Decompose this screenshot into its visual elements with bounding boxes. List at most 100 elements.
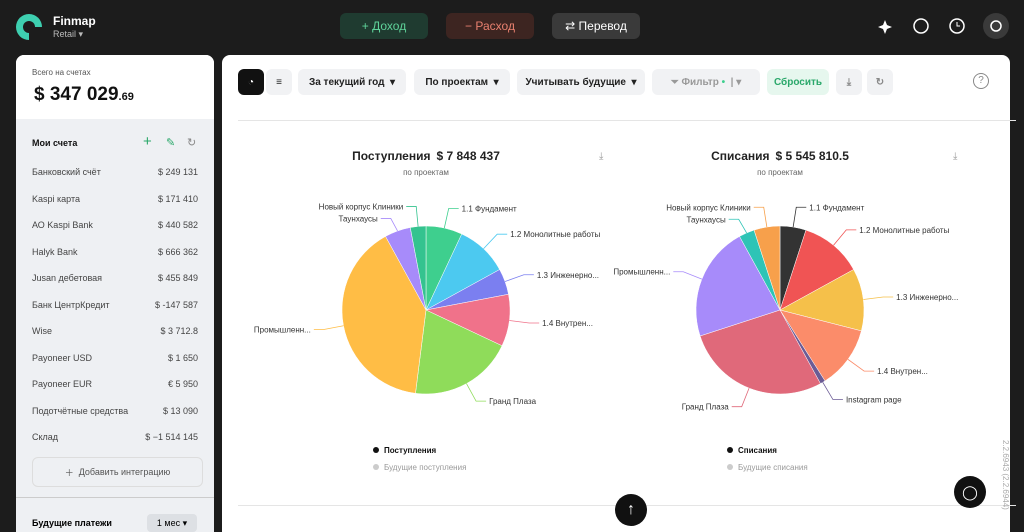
slice-label: Таунхаусы <box>339 214 378 223</box>
divider <box>16 497 214 498</box>
account-balance: $ 171 410 <box>157 193 198 204</box>
slice-label: Таунхаусы <box>686 215 725 224</box>
account-balance: $ -147 587 <box>154 299 198 310</box>
legend-dot <box>727 447 733 453</box>
divider <box>238 120 1016 121</box>
legend-dot <box>373 464 379 470</box>
download[interactable]: ⤓ <box>953 151 958 162</box>
account-row[interactable]: Склад $ −1 514 145 <box>32 432 198 442</box>
export[interactable]: ⤓ <box>836 69 862 95</box>
slice-label: 1.2 Монолитные работы <box>510 230 600 239</box>
header-icons <box>878 13 1009 39</box>
slice-label: 1.4 Внутрен... <box>877 367 928 376</box>
account-name: АО Kaspi Bank <box>32 220 93 230</box>
currency: $ <box>34 84 45 105</box>
account-row[interactable]: Jusan дебетовая $ 455 849 <box>32 273 198 283</box>
account-balance: $ 3 712.8 <box>160 326 198 336</box>
leader-line <box>673 271 703 280</box>
leader-line <box>313 325 344 330</box>
slice-label: 1.4 Внутрен... <box>542 319 593 328</box>
leader-line <box>504 274 534 282</box>
account-balance: $ 666 362 <box>157 246 198 257</box>
total: $ 7 848 437 <box>436 149 500 163</box>
version: 2.2.6943 (2.2.6944) <box>1001 440 1010 510</box>
slice-label: Гранд Плаза <box>489 397 537 406</box>
reload[interactable]: ↻ <box>867 69 893 95</box>
balance-card <box>16 55 214 119</box>
account-name: Payoneer EUR <box>32 379 93 389</box>
period-filter[interactable]: За текущий год ▾ <box>298 69 406 95</box>
chart-subtitle: по проектам <box>403 168 449 177</box>
filter[interactable]: ⏷ Фильтр • | ▾ <box>652 69 760 95</box>
total: $ 5 545 810.5 <box>776 149 850 163</box>
slice-label: Промышленн... <box>254 325 311 334</box>
account-row[interactable]: Payoneer USD $ 1 650 <box>32 353 198 363</box>
legend-label[interactable]: Будущие поступления <box>384 463 466 472</box>
account-name: Банк ЦентрКредит <box>32 299 110 310</box>
account-row[interactable]: АО Kaspi Bank $ 440 582 <box>32 220 198 230</box>
period-select[interactable]: 1 мес ▾ <box>147 514 197 532</box>
account-row[interactable]: Wise $ 3 712.8 <box>32 326 198 336</box>
brand: Finmap <box>53 14 96 28</box>
leader-line <box>833 229 857 246</box>
chart-title: Поступления $ 7 848 437 <box>352 149 500 163</box>
pie-slice <box>779 229 854 311</box>
download[interactable]: ⤓ <box>599 151 604 162</box>
account-balance: $ 249 131 <box>157 167 198 177</box>
account-name: Jusan дебетовая <box>32 273 103 283</box>
account-balance: $ −1 514 145 <box>145 432 198 442</box>
charts: Поступления $ 7 848 437 по проектам ⤓ 1.1 Фу… <box>254 149 958 472</box>
legend-label[interactable]: Поступления <box>384 446 437 455</box>
cents: .69 <box>118 91 134 103</box>
account-row[interactable]: Payoneer EUR € 5 950 <box>32 379 198 389</box>
account-row[interactable]: Halyk Bank $ 666 362 <box>32 247 198 257</box>
plan[interactable]: Retail ▾ <box>53 29 84 39</box>
leader-line <box>731 387 750 408</box>
refresh[interactable]: ↻ <box>187 137 197 149</box>
pie-slice <box>779 309 862 382</box>
title: Поступления <box>352 149 430 163</box>
slice-label: 1.1 Фундамент <box>462 205 517 214</box>
pie-slice <box>415 309 503 395</box>
leader-line <box>822 382 843 400</box>
account-balance: $ 455 849 <box>157 273 198 283</box>
legend-label[interactable]: Будущие списания <box>738 463 808 472</box>
add-integration[interactable]: ＋ Добавить интеграцию <box>32 457 203 487</box>
expense-button[interactable]: − Расход <box>446 13 534 39</box>
income-button[interactable]: + Доход <box>340 13 428 39</box>
group-filter[interactable]: По проектам ▾ <box>414 69 510 95</box>
scroll-top[interactable]: ↑ <box>615 494 647 526</box>
leader-line <box>443 208 459 229</box>
reset[interactable]: Сбросить <box>767 69 829 95</box>
account-name: Kaspi карта <box>32 193 80 204</box>
account-name: Halyk Bank <box>32 246 78 257</box>
account-name: Payoneer USD <box>32 352 93 363</box>
edit-account[interactable]: ✎ <box>166 137 176 149</box>
account-row[interactable]: Банк ЦентрКредит $ -147 587 <box>32 300 198 310</box>
account-row[interactable]: Банковский счёт $ 249 131 <box>32 167 198 177</box>
pie-slice <box>779 269 865 332</box>
chat[interactable]: ◯ <box>954 476 986 508</box>
account-balance: € 5 950 <box>167 379 198 389</box>
account-row[interactable]: Подотчётные средства $ 13 090 <box>32 406 198 416</box>
transfer-button[interactable]: ⇄ Перевод <box>552 13 640 39</box>
accounts-title: Мои счета <box>32 138 78 148</box>
future-filter[interactable]: Учитывать будущие ▾ <box>517 69 645 95</box>
list-view[interactable]: ≡ <box>266 69 292 95</box>
leader-line <box>483 233 508 250</box>
t: За текущий год <box>308 76 385 88</box>
period-text: 1 мес <box>156 518 181 528</box>
help[interactable]: ? <box>973 73 989 89</box>
account-name: Подотчётные средства <box>32 405 129 416</box>
account-name: Банковский счёт <box>32 167 101 177</box>
legend-dot <box>373 447 379 453</box>
legend-label[interactable]: Списания <box>738 446 777 455</box>
account-row[interactable]: Kaspi карта $ 171 410 <box>32 194 198 204</box>
legend-dot <box>727 464 733 470</box>
account-name: Wise <box>32 326 52 336</box>
pie-slice <box>409 225 427 311</box>
leader-line <box>728 218 747 234</box>
slice-label: Новый корпус Клиники <box>666 203 751 212</box>
add-account[interactable]: + <box>143 133 152 150</box>
chart-view[interactable]: ◔ <box>238 69 264 95</box>
